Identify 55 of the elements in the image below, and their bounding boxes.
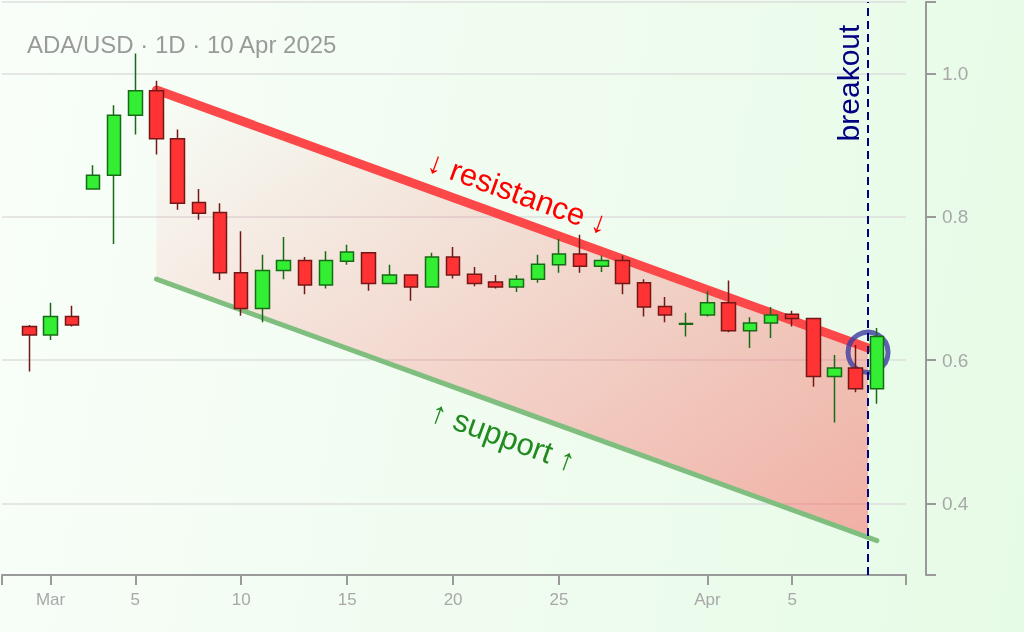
y-tick-label: 0.4 [942,492,969,514]
candlestick [339,244,355,266]
candlestick [191,188,207,221]
x-tick-label: 5 [787,590,797,609]
candlestick [593,254,610,273]
candlestick [381,264,398,285]
annotation: ↑ support ↑ [425,393,581,479]
candlestick [127,52,144,136]
candlestick [21,324,38,373]
candlestick [826,354,843,424]
candlestick [106,104,122,245]
candlestick [275,236,292,280]
candlestick [42,302,59,341]
candlestick [678,312,694,338]
x-tick-label: Apr [694,590,721,609]
candlestick [64,304,80,328]
candlestick [169,128,186,211]
candlestick [148,80,165,156]
candlestick [424,251,440,288]
x-tick-label: 10 [231,590,251,609]
y-tick-label: 1.0 [942,63,969,85]
candlestick [763,306,779,339]
candlestick [699,290,716,318]
candlestick [530,254,546,284]
candlestick [720,279,737,333]
candlestick [403,273,419,302]
candlestick [85,164,101,190]
candlestick [254,254,271,323]
candlestick [466,266,483,288]
x-tick-label: 25 [549,590,569,609]
candlestick [742,316,758,349]
candlestick [508,274,525,293]
x-tick-label: 20 [443,590,463,609]
candlestick [233,230,249,317]
candlestick [657,296,673,323]
x-tick-label: 15 [337,590,357,609]
candlestick [360,251,377,292]
candlestick [487,274,504,290]
candlestick [572,234,588,274]
candlestick [212,202,228,281]
candlestick [847,344,864,394]
candlestick [551,238,567,274]
candlestick [318,250,334,290]
candlestick [297,256,313,295]
candlestick [614,254,631,295]
x-tick-label: Mar [35,590,66,609]
x-tick-label: 5 [130,590,141,609]
candlestick [869,327,885,405]
y-tick-label: 0.8 [942,206,969,228]
candlestick [445,246,461,280]
y-tick-label: 0.6 [942,349,969,371]
text: ADA/USD · 1D · 10 Apr 2025 [27,30,337,58]
candlestick [636,278,652,318]
ref-line-label: breakout [831,23,865,142]
candlestick [805,317,822,388]
